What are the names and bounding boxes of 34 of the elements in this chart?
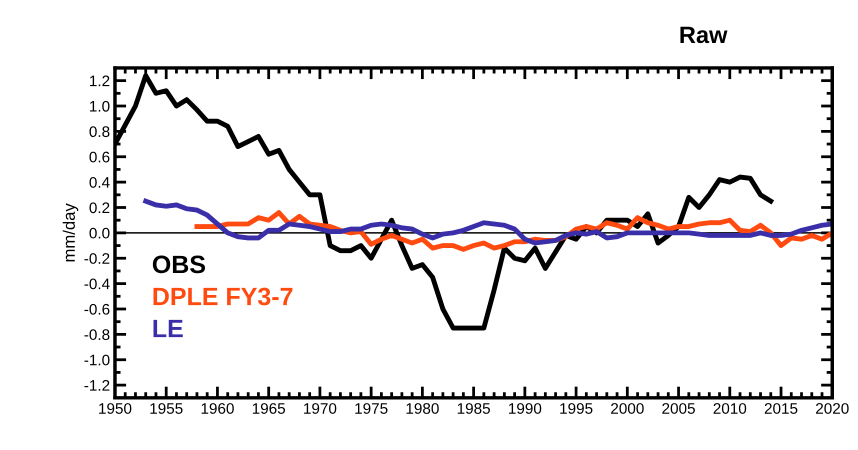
text: OBS bbox=[152, 256, 206, 274]
y-tick-label: 0.4 bbox=[89, 176, 110, 188]
text: DPLE FY3-7 bbox=[153, 288, 292, 306]
x-tick-label: 2000 bbox=[611, 403, 644, 414]
y-tick-label: -0.6 bbox=[84, 304, 110, 315]
x-tick-label: 1970 bbox=[304, 403, 336, 414]
x-tick-label: 2010 bbox=[714, 403, 746, 414]
y-tick-label: -1.0 bbox=[84, 354, 110, 366]
x-tick-label: 1965 bbox=[252, 403, 286, 414]
x-tick-label: 1980 bbox=[406, 403, 439, 414]
x-tick-label: 1955 bbox=[150, 403, 183, 414]
y-tick-label: -0.8 bbox=[84, 329, 110, 340]
text: LE bbox=[153, 320, 183, 338]
x-tick-label: 1960 bbox=[202, 403, 234, 414]
x-tick-label: 2015 bbox=[764, 403, 798, 414]
y-tick-label: 1.2 bbox=[90, 76, 110, 86]
y-tick-label: 0.2 bbox=[89, 202, 110, 214]
y-axis-title: mm/day bbox=[62, 203, 78, 262]
y-tick-label: 0.8 bbox=[89, 126, 110, 138]
y-tick-label: 1.0 bbox=[90, 100, 110, 112]
y-tick-label: 0.0 bbox=[89, 228, 110, 239]
y-tick-label: 0.6 bbox=[89, 152, 110, 162]
x-tick-label: 2005 bbox=[662, 403, 695, 414]
y-tick-label: -1.2 bbox=[84, 380, 110, 391]
y-tick-label: -0.4 bbox=[84, 278, 110, 290]
x-tick-label: 2020 bbox=[816, 403, 849, 414]
y-tick-label: -0.2 bbox=[84, 253, 110, 264]
x-tick-label: 1985 bbox=[458, 403, 490, 414]
x-tick-label: 1995 bbox=[560, 403, 592, 414]
chart-title: Raw bbox=[680, 26, 728, 44]
x-tick-label: 1990 bbox=[509, 403, 542, 414]
line-series bbox=[143, 198, 832, 246]
x-tick-label: 1950 bbox=[99, 403, 132, 414]
x-tick-label: 1975 bbox=[355, 403, 388, 414]
